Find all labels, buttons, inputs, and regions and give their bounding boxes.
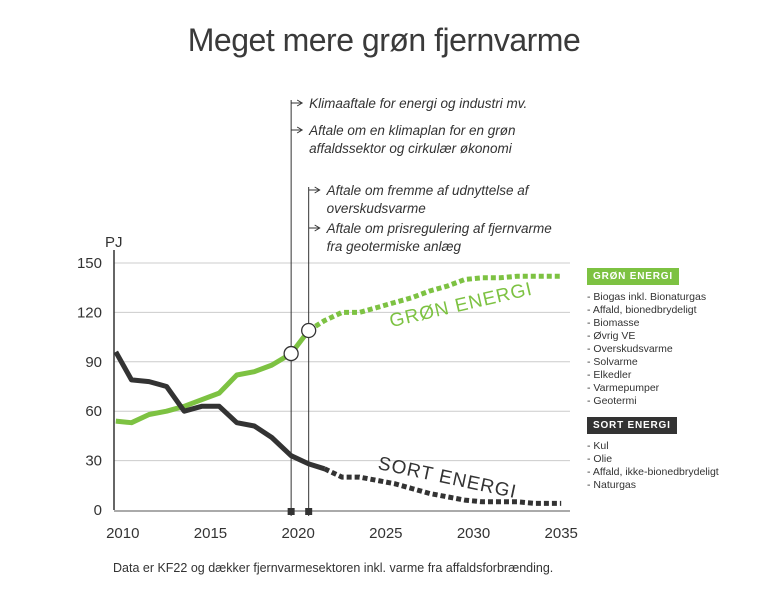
y-tick-label: 150: [77, 255, 102, 272]
legend-item: - Affald, bionedbrydeligt: [587, 304, 697, 316]
marker-layer: [283, 322, 317, 362]
legend-item: - Øvrig VE: [587, 330, 636, 342]
x-tick-label: 2020: [281, 525, 314, 542]
x-tick-label: 2030: [457, 525, 490, 542]
legend-item: - Naturgas: [587, 479, 637, 491]
arrowhead-icon: [296, 126, 304, 134]
annotation-square-marker: [287, 508, 295, 515]
black-energy-historical-line: [113, 350, 326, 472]
arrowhead-icon: [314, 224, 321, 232]
x-tick-label: 2010: [106, 525, 139, 542]
annotation-text: Aftale om fremme af udnyttelse af: [326, 183, 530, 198]
x-tick-label: 2025: [369, 525, 402, 542]
arrowhead-icon: [296, 99, 304, 107]
annotation-text: Klimaaftale for energi og industri mv.: [309, 96, 527, 111]
annotation-text: Aftale om prisregulering af fjernvarme: [326, 221, 552, 236]
annotation-text: fra geotermiske anlæg: [327, 239, 462, 254]
legend-items: - Kul - Olie - Affald, ikke-bionedbrydelig…: [587, 440, 719, 492]
annotation-text: affaldssektor og cirkulær økonomi: [309, 141, 513, 156]
event-marker: [283, 345, 299, 362]
annotation-text: Aftale om en klimaplan for en grøn: [308, 123, 515, 138]
y-tick-label: 120: [77, 304, 102, 321]
y-tick-label: 0: [94, 502, 102, 519]
legend-item: - Affald, ikke-bionedbrydeligt: [587, 466, 719, 478]
chart-title: Meget mere grøn fjernvarme: [187, 22, 581, 58]
legend-items: - Biogas inkl. Bionaturgas - Affald, bion…: [587, 291, 706, 408]
footnote: Data er KF22 og dækker fjernvarmesektore…: [113, 561, 554, 575]
legend-green-energy: GRØN ENERGI - Biogas inkl. Bionaturgas - …: [587, 268, 706, 408]
y-tick-label: 30: [85, 453, 102, 470]
y-tick-label: 90: [85, 354, 102, 371]
legend-item: - Overskudsvarme: [587, 343, 673, 355]
legend-item: - Solvarme: [587, 356, 638, 368]
legend-item: - Biomasse: [587, 317, 640, 329]
green-energy-historical-line: [115, 328, 311, 426]
event-marker: [301, 322, 317, 339]
legend-item: - Kul: [587, 440, 609, 452]
black-energy-projection-line: [323, 466, 562, 506]
legend-black-energy: SORT ENERGI - Kul - Olie - Affald, ikke-bi…: [587, 417, 719, 492]
legend-title: GRØN ENERGI: [587, 268, 679, 285]
legend-item: - Elkedler: [587, 369, 632, 381]
y-axis-label: PJ: [105, 234, 123, 251]
legend-item: - Olie: [587, 453, 613, 465]
annotation-text: overskudsvarme: [327, 201, 426, 216]
legend-item: - Varmepumper: [587, 382, 660, 394]
green-series-label: GRØN ENERGI: [388, 279, 535, 332]
legend-item: - Biogas inkl. Bionaturgas: [587, 291, 707, 303]
annotation-layer: Klimaaftale for energi og industri mv. Af…: [287, 96, 552, 516]
x-tick-label: 2015: [194, 525, 227, 542]
annotation-square-marker: [305, 508, 313, 515]
series-layer: [113, 273, 562, 506]
legend-title: SORT ENERGI: [587, 417, 677, 434]
arrowhead-icon: [314, 186, 321, 194]
y-tick-label: 60: [85, 403, 102, 420]
legend-item: - Geotermi: [587, 395, 637, 407]
green-energy-projection-line: [307, 273, 562, 333]
x-tick-label: 2035: [545, 525, 578, 542]
